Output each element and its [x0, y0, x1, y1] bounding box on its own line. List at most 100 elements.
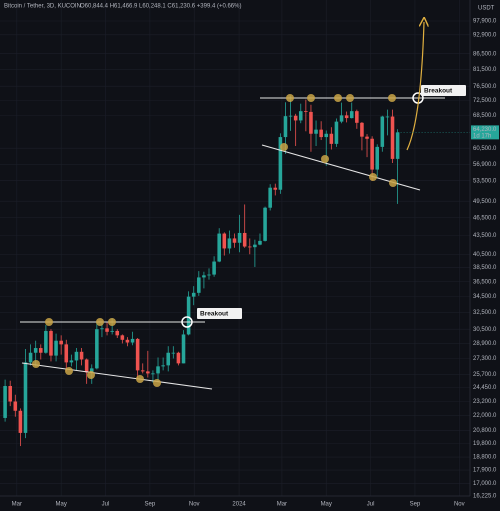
candle-body — [253, 244, 257, 248]
candle-body — [329, 133, 334, 144]
candle-body — [115, 330, 120, 336]
candle-body — [258, 240, 262, 245]
breakout-marker — [181, 316, 193, 328]
candle-body — [370, 138, 374, 170]
candle-body — [309, 111, 313, 134]
y-tick-label: 92,900.0 — [473, 32, 497, 38]
candle-body — [181, 334, 186, 364]
touch-point — [389, 179, 397, 187]
touch-point — [153, 379, 161, 387]
touch-point — [87, 371, 95, 379]
candle-body — [293, 115, 298, 121]
candle-body — [100, 328, 104, 330]
candle-body — [3, 386, 7, 418]
candle-body — [263, 207, 267, 241]
candle-body — [232, 238, 237, 243]
last-price-box — [471, 125, 499, 140]
candle-body — [171, 352, 176, 354]
y-tick-label: 36,500.0 — [473, 279, 497, 285]
candle-body — [130, 338, 135, 343]
candle-body — [355, 111, 359, 123]
candle-body — [385, 116, 390, 118]
candle-body — [151, 373, 155, 375]
y-tick-label: 18,800.0 — [473, 455, 497, 461]
candle-body — [304, 111, 308, 112]
touch-point — [45, 318, 53, 326]
candle-body — [89, 368, 94, 373]
x-tick-label: 2024 — [232, 502, 246, 508]
y-tick-label: 23,200.0 — [473, 399, 497, 405]
touch-point — [286, 94, 294, 102]
touch-point — [307, 94, 315, 102]
y-tick-label: 40,500.0 — [473, 252, 497, 258]
y-tick-label: 28,900.0 — [473, 341, 497, 347]
candle-body — [79, 351, 84, 360]
symbol-title: Bitcoin / Tether, 3D, KUCOIN — [4, 4, 81, 10]
y-tick-label: 86,500.0 — [473, 51, 497, 57]
candle-body — [360, 122, 364, 137]
touch-point — [346, 94, 354, 102]
candle-body — [110, 330, 114, 332]
touch-point — [280, 143, 288, 151]
breakout-label-box — [421, 85, 466, 96]
candle-body — [54, 340, 58, 356]
x-tick-label: Mar — [12, 502, 22, 508]
y-tick-label: 81,500.0 — [473, 67, 497, 73]
x-tick-label: May — [321, 502, 332, 508]
candle-body — [95, 329, 99, 369]
y-tick-label: 16,225.0 — [473, 494, 497, 500]
projection-arrow — [406, 22, 424, 151]
candle-body — [176, 352, 181, 364]
candle-body — [217, 233, 221, 262]
candle-body — [288, 115, 293, 117]
candle-body — [38, 348, 43, 353]
candle-body — [64, 344, 69, 363]
candle-body — [395, 132, 400, 159]
candle-body — [207, 274, 211, 276]
y-tick-label: 72,500.0 — [473, 98, 497, 104]
candle-body — [140, 370, 145, 372]
y-tick-label: 27,300.0 — [473, 356, 497, 362]
y-tick-label: 34,500.0 — [473, 294, 497, 300]
candle-body — [146, 371, 150, 374]
y-tick-label: 76,500.0 — [473, 84, 497, 90]
breakout-label-box — [197, 308, 242, 319]
y-tick-label: 53,500.0 — [473, 178, 497, 184]
x-tick-label: Jul — [367, 502, 375, 508]
y-tick-label: 56,900.0 — [473, 162, 497, 168]
breakout-label: Breakout — [200, 311, 229, 318]
candle-body — [349, 111, 354, 119]
x-tick-label: Sep — [410, 502, 421, 508]
touch-point — [65, 367, 73, 375]
touch-point — [334, 94, 342, 102]
candle-body — [69, 360, 74, 363]
candle-body — [135, 338, 140, 371]
x-tick-label: Nov — [189, 502, 200, 508]
candle-body — [8, 386, 12, 402]
touch-point — [32, 360, 40, 368]
candle-body — [314, 129, 318, 134]
candle-body — [365, 136, 369, 139]
countdown-label: 1d 17h — [473, 133, 491, 139]
support-line — [21, 362, 213, 390]
candle-body — [186, 296, 191, 335]
candle-body — [319, 129, 323, 138]
candle-body — [197, 277, 201, 293]
candle-body — [237, 232, 242, 243]
candle-body — [380, 116, 385, 147]
candle-body — [390, 116, 395, 159]
touch-point — [136, 375, 144, 383]
x-tick-label: Sep — [145, 502, 156, 508]
last-price-label: 64,230.0 — [473, 127, 497, 133]
candles — [3, 95, 400, 447]
candle-body — [283, 116, 288, 138]
candle-body — [222, 233, 227, 249]
y-tick-label: 97,900.0 — [473, 19, 497, 25]
x-tick-label: Nov — [454, 502, 465, 508]
candle-body — [74, 351, 79, 361]
candle-body — [166, 352, 171, 366]
candle-body — [105, 328, 109, 332]
y-tick-label: 49,500.0 — [473, 199, 497, 205]
